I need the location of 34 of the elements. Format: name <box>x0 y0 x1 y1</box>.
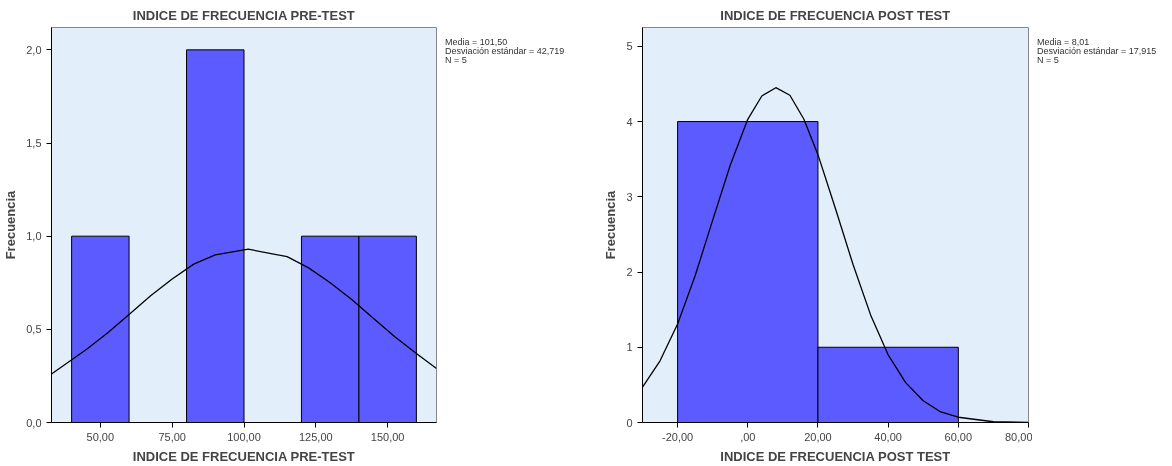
x-tick-label: 150,00 <box>370 430 405 443</box>
y-tick-label: 0 <box>626 416 633 429</box>
y-axis-title: Frecuencia <box>3 189 19 260</box>
x-tick-label: 125,00 <box>299 430 333 443</box>
x-tick-label: 40,00 <box>874 430 902 443</box>
y-tick-label: 0,5 <box>26 323 42 336</box>
y-axis-title: Frecuencia <box>603 189 619 260</box>
x-tick-label: ,00 <box>740 430 756 443</box>
x-tick-label: 75,00 <box>158 430 186 443</box>
x-tick-label: 20,00 <box>804 430 832 443</box>
x-tick-label: 80,00 <box>1004 430 1033 443</box>
x-tick-label: 60,00 <box>944 430 973 443</box>
text: N = 5 <box>1037 55 1060 65</box>
y-tick-label: 1,5 <box>26 137 42 150</box>
x-tick-label: 50,00 <box>86 430 115 443</box>
x-tick-label: 100,00 <box>227 430 261 443</box>
y-tick-label: 0,0 <box>26 416 42 429</box>
y-tick-label: 3 <box>626 190 633 203</box>
text: Media = 101,50 <box>445 37 508 47</box>
text: Media = 8,01 <box>1037 37 1090 47</box>
y-tick-label: 1 <box>626 341 633 354</box>
text: Desviación estándar = 17,915 <box>1037 46 1157 56</box>
chart-title: INDICE DE FRECUENCIA POST TEST <box>720 7 951 23</box>
y-tick-label: 2 <box>626 266 633 279</box>
y-tick-label: 1,0 <box>26 230 42 243</box>
x-axis-title: INDICE DE FRECUENCIA PRE-TEST <box>132 448 355 464</box>
chart-title: INDICE DE FRECUENCIA PRE-TEST <box>132 7 355 23</box>
y-tick-label: 2,0 <box>26 43 42 56</box>
y-tick-label: 4 <box>626 115 633 128</box>
text: Desviación estándar = 42,719 <box>445 46 565 56</box>
y-tick-label: 5 <box>626 40 633 53</box>
x-tick-label: -20,00 <box>662 430 694 443</box>
text: N = 5 <box>445 55 468 65</box>
x-axis-title: INDICE DE FRECUENCIA POST TEST <box>720 448 951 464</box>
